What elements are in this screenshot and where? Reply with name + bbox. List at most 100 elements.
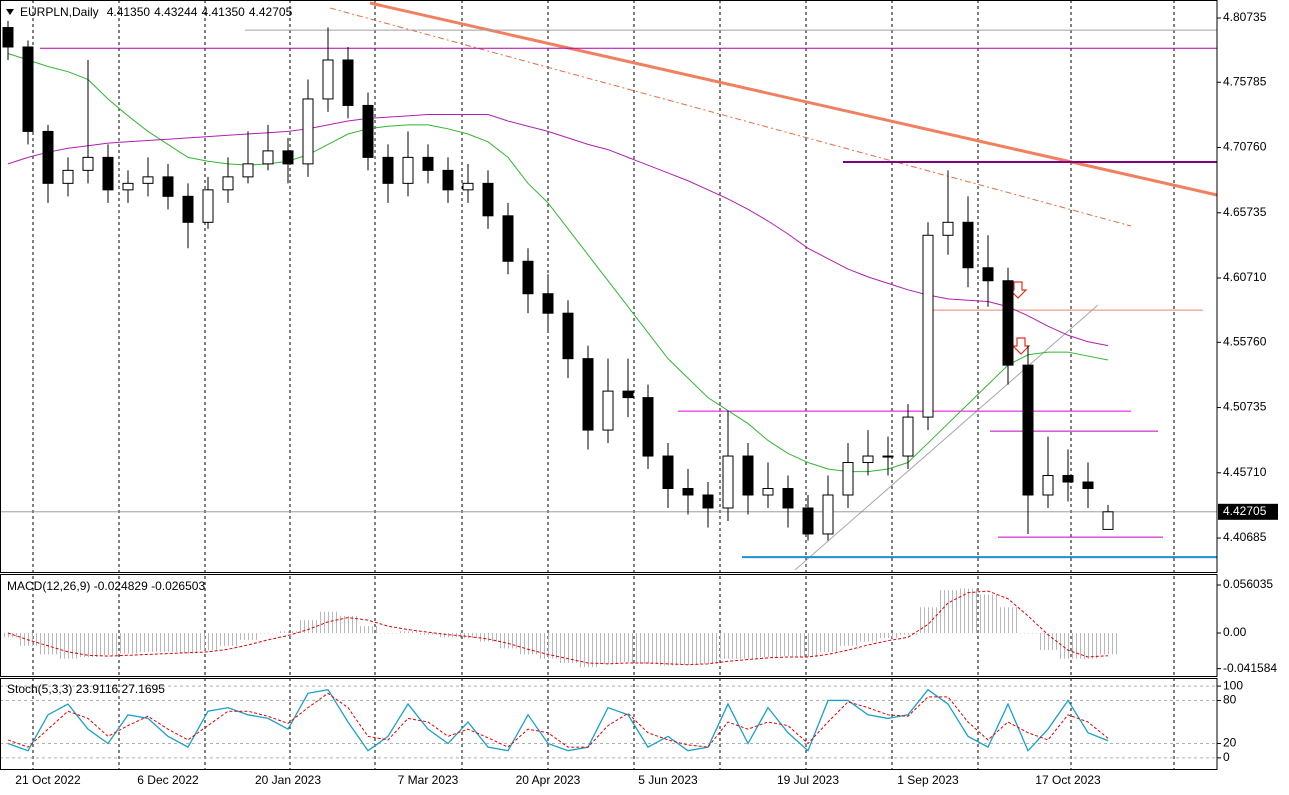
candle-body	[82, 156, 94, 171]
candle-body	[142, 176, 154, 184]
macd-bar	[258, 632, 278, 634]
macd-bar	[78, 632, 98, 657]
macd-bar	[0, 632, 18, 638]
macd-bar	[378, 632, 398, 634]
macd-bar	[138, 632, 158, 652]
macd-bar	[1038, 632, 1058, 651]
panel-frame	[0, 0, 1218, 573]
symbol-menu-icon[interactable]	[6, 9, 14, 15]
macd-bar	[458, 632, 478, 639]
x-tick-label: 17 Oct 2023	[1035, 773, 1101, 787]
macd-bar	[698, 632, 718, 664]
last-price-box	[1218, 503, 1278, 520]
x-tick-label: 1 Sep 2023	[897, 773, 959, 787]
candle-body	[962, 221, 974, 269]
candle-body	[562, 312, 574, 360]
y-tick-label: 4.55760	[1223, 334, 1267, 348]
candle-body	[182, 195, 194, 223]
candle-body	[1062, 475, 1074, 483]
candle-body	[722, 455, 734, 509]
header-close: 4.42705	[249, 5, 293, 19]
macd-bar	[778, 632, 798, 657]
macd-bar	[158, 632, 178, 652]
candle-body	[1042, 475, 1054, 496]
macd-bar	[678, 632, 698, 665]
y-tick-label: 20	[1223, 736, 1237, 750]
macd-bar	[858, 632, 878, 642]
macd-bar	[278, 631, 298, 633]
candle-body	[302, 98, 314, 165]
candle-body	[822, 494, 834, 535]
macd-bar	[598, 632, 618, 664]
candle-body	[602, 390, 614, 431]
macd-bar	[1078, 632, 1098, 659]
macd-bar	[938, 590, 958, 633]
y-tick-label: 4.65735	[1223, 205, 1267, 219]
macd-bar	[798, 632, 818, 657]
macd-bar	[518, 632, 538, 655]
candle-body	[2, 27, 14, 48]
macd-bar	[738, 632, 758, 659]
macd-bar	[818, 632, 838, 652]
y-tick-label: 0.056035	[1223, 577, 1273, 591]
stoch-title: Stoch(5,3,3) 23.9116 27.1695	[7, 682, 165, 696]
y-tick-label: -0.041584	[1223, 661, 1277, 675]
candle-body	[1002, 280, 1014, 366]
candle-body	[742, 455, 754, 496]
y-tick-label: 0	[1223, 750, 1230, 764]
macd-bar	[978, 594, 998, 633]
plot: 4.80735 4.75785 4.70760 4.65735 4.60710 4.557…	[0, 10, 1278, 787]
x-tick-label: 5 Jun 2023	[638, 773, 698, 787]
candle-body	[162, 176, 174, 197]
grid	[0, 0, 1217, 770]
macd-bar	[438, 632, 458, 638]
trend-line	[794, 304, 1099, 571]
candle-body	[882, 455, 894, 458]
candle-body	[922, 234, 934, 418]
candle-body	[1102, 511, 1114, 530]
candle-body	[322, 59, 334, 100]
x-tick-label: 20 Jan 2023	[255, 773, 321, 787]
header-high: 4.43244	[154, 5, 198, 19]
macd-signal	[7, 590, 1109, 666]
macd-bar	[498, 632, 518, 649]
macd-bar	[58, 632, 78, 659]
macd-bar	[838, 632, 858, 646]
panel-frame	[0, 574, 1218, 677]
macd-bar	[238, 632, 258, 640]
candle-body	[682, 488, 694, 496]
trend-line	[329, 7, 1132, 227]
macd-bar	[898, 632, 918, 635]
candle-body	[762, 488, 774, 496]
macd-bar	[918, 607, 938, 633]
macd-bar	[618, 632, 638, 663]
candle-body	[522, 260, 534, 295]
candle-body	[782, 488, 794, 509]
candle-body	[202, 189, 214, 223]
candle-body	[582, 358, 594, 431]
y-tick-label: 4.75785	[1223, 74, 1267, 88]
x-tick-label: 6 Dec 2022	[137, 773, 199, 787]
macd-bar	[658, 632, 678, 666]
y-tick-label: 80	[1223, 693, 1237, 707]
last-price-label: 4.42705	[1223, 504, 1267, 518]
candle-body	[382, 156, 394, 184]
macd-bar	[1018, 632, 1038, 634]
candle-body	[342, 59, 354, 106]
candle-body	[102, 156, 114, 191]
candle-body	[442, 169, 454, 191]
candle-body	[622, 390, 634, 399]
x-tick-label: 21 Oct 2022	[15, 773, 81, 787]
macd-bar	[218, 632, 238, 646]
macd-bar	[118, 632, 138, 654]
macd-title: MACD(12,26,9) -0.024829 -0.026503	[7, 579, 205, 593]
y-tick-label: 100	[1223, 678, 1243, 692]
macd-bar	[558, 632, 578, 663]
macd-bar	[1098, 632, 1118, 655]
macd-bar	[958, 588, 978, 633]
macd-bar	[638, 632, 658, 664]
candle-body	[222, 176, 234, 191]
macd-bar	[998, 607, 1018, 633]
macd-bar	[418, 632, 438, 635]
header-open: 4.41350	[107, 5, 151, 19]
